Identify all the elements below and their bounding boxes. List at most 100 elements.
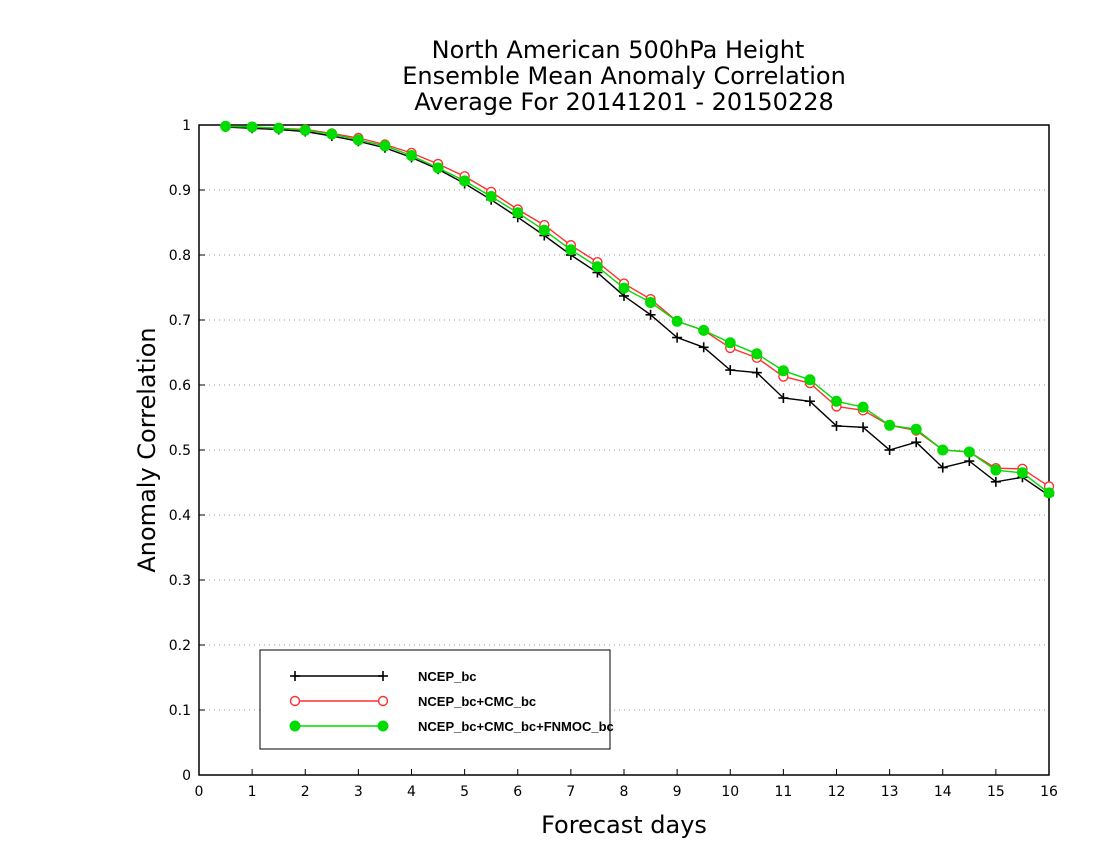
- data-point: [910, 423, 922, 435]
- series-layer: [220, 120, 1055, 501]
- legend-marker: [290, 671, 300, 681]
- x-tick-label: 2: [301, 784, 310, 800]
- series-ncep-bc: [220, 121, 1054, 501]
- y-tick-label: 1: [182, 118, 191, 134]
- legend-label-ncep-bc: NCEP_bc: [418, 669, 477, 684]
- data-point: [725, 365, 736, 376]
- legend-marker: [289, 695, 301, 707]
- x-axis: 0 1 2 3 4 5 6 7 8 9 10 11 12 13 14 15 16: [195, 769, 1058, 800]
- data-point: [990, 476, 1001, 487]
- chart-title-line-2: Ensemble Mean Anomaly Correlation: [402, 62, 846, 90]
- data-point: [246, 121, 258, 133]
- data-point: [937, 444, 949, 456]
- data-point: [804, 396, 815, 407]
- data-point: [778, 393, 789, 403]
- y-tick-label: 0.5: [169, 443, 191, 459]
- x-axis-label: Forecast days: [541, 811, 707, 839]
- data-point: [645, 309, 656, 320]
- chart-title-line-1: North American 500hPa Height: [432, 36, 805, 64]
- data-point: [911, 437, 922, 448]
- data-point: [964, 456, 975, 467]
- data-point: [220, 120, 232, 132]
- x-tick-label: 10: [721, 784, 739, 800]
- data-point: [751, 367, 762, 378]
- y-tick-label: 0.4: [169, 508, 191, 524]
- y-axis: 0 0.1 0.2 0.3 0.4 0.5 0.6 0.7 0.8 0.9 1: [169, 118, 205, 784]
- data-point: [858, 422, 869, 433]
- data-point: [273, 122, 285, 134]
- legend-marker: [377, 720, 389, 732]
- x-tick-label: 16: [1040, 784, 1058, 800]
- data-point: [1016, 467, 1028, 479]
- x-tick-label: 7: [566, 784, 575, 800]
- data-point: [485, 191, 497, 202]
- y-tick-label: 0.3: [169, 573, 191, 589]
- data-point: [671, 315, 683, 327]
- data-point: [432, 162, 444, 174]
- y-tick-label: 0.8: [169, 248, 191, 264]
- x-tick-label: 3: [354, 784, 363, 800]
- data-point: [352, 134, 364, 146]
- data-point: [884, 445, 895, 455]
- data-point: [831, 420, 842, 431]
- legend-marker: [378, 671, 388, 681]
- y-tick-label: 0.1: [169, 703, 191, 719]
- legend-box: [259, 649, 611, 750]
- legend-label-ncep-bc-cmc-bc-fnmoc-bc: NCEP_bc+CMC_bc+FNMOC_bc: [418, 719, 614, 734]
- series-line: [225, 126, 1050, 497]
- data-point: [379, 140, 391, 152]
- data-point: [406, 150, 417, 162]
- data-point: [326, 128, 338, 140]
- data-point: [698, 324, 710, 336]
- data-point: [698, 342, 709, 353]
- y-tick-label: 0.7: [169, 313, 191, 329]
- x-tick-label: 0: [195, 784, 204, 800]
- grid: [199, 189, 1049, 711]
- data-point: [618, 282, 630, 294]
- x-tick-label: 15: [987, 784, 1005, 800]
- data-point: [459, 175, 471, 187]
- x-tick-label: 1: [248, 784, 257, 800]
- y-axis-label: Anomaly Correlation: [133, 327, 161, 572]
- data-point: [538, 224, 550, 236]
- data-point: [963, 446, 975, 458]
- data-point: [591, 261, 603, 273]
- data-point: [724, 337, 736, 349]
- x-tick-label: 13: [881, 784, 899, 800]
- data-point: [672, 332, 683, 343]
- y-tick-label: 0.6: [169, 378, 191, 394]
- data-point: [990, 464, 1002, 476]
- data-point: [937, 462, 948, 473]
- legend: NCEP_bc NCEP_bc+CMC_bc NCEP_bc+CMC_bc+FN…: [259, 649, 614, 750]
- legend-marker: [289, 720, 301, 732]
- chart-title-line-3: Average For 20141201 - 20150228: [414, 88, 834, 116]
- series-line: [225, 125, 1050, 487]
- legend-label-ncep-bc-cmc-bc: NCEP_bc+CMC_bc: [418, 694, 536, 709]
- data-point: [831, 395, 842, 407]
- x-tick-label: 6: [513, 784, 522, 800]
- data-point: [645, 296, 657, 308]
- data-point: [751, 348, 763, 360]
- x-tick-label: 11: [774, 784, 792, 800]
- x-tick-label: 14: [934, 784, 952, 800]
- legend-marker: [377, 695, 389, 707]
- x-tick-label: 12: [828, 784, 846, 800]
- data-point: [299, 124, 311, 136]
- data-point: [804, 374, 816, 386]
- y-tick-label: 0.2: [169, 638, 191, 654]
- y-tick-label: 0.9: [169, 183, 191, 199]
- series-ncep-bc-cmc-bc-fnmoc-bc: [220, 120, 1055, 499]
- data-point: [512, 207, 524, 219]
- y-tick-label: 0: [182, 768, 191, 784]
- series-ncep-bc-cmc-bc: [220, 121, 1055, 492]
- x-tick-label: 5: [460, 784, 469, 800]
- x-tick-label: 4: [407, 784, 416, 800]
- x-tick-label: 9: [673, 784, 682, 800]
- x-tick-label: 8: [620, 784, 629, 800]
- data-point: [857, 401, 869, 413]
- data-point: [1043, 487, 1055, 499]
- data-point: [884, 419, 896, 431]
- data-point: [777, 365, 789, 377]
- data-point: [565, 244, 577, 256]
